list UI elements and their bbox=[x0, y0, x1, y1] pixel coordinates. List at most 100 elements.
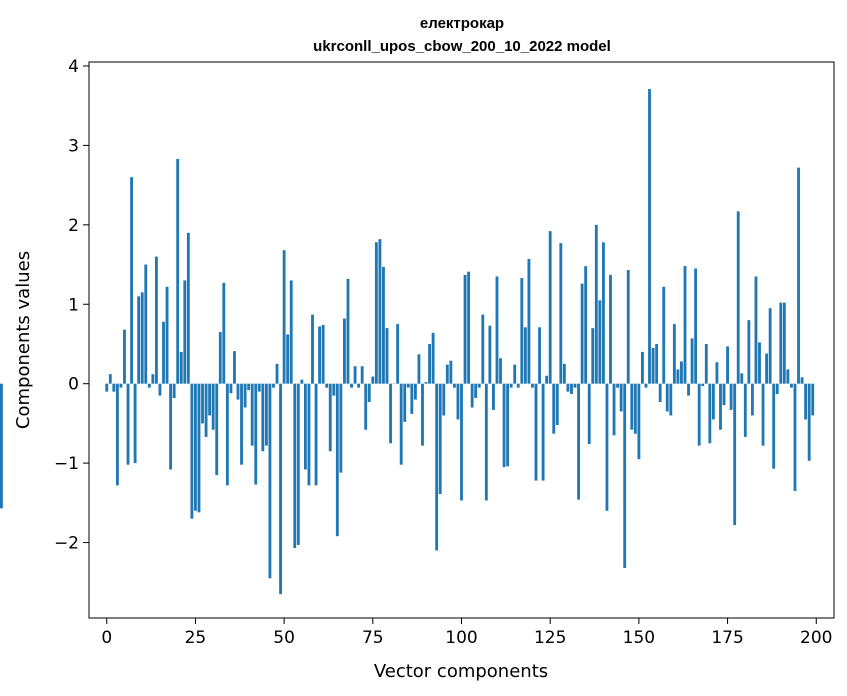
bar-123 bbox=[541, 383, 545, 481]
bar-188 bbox=[772, 383, 776, 469]
y-axis-ticks: −2 −1 0 1 2 3 4 bbox=[54, 57, 89, 554]
bar-158 bbox=[665, 383, 669, 412]
bar-149 bbox=[633, 383, 637, 434]
bar-67 bbox=[343, 318, 346, 384]
bar-170 bbox=[708, 383, 712, 444]
bar-3 bbox=[115, 383, 119, 486]
x-tick-label: 200 bbox=[800, 628, 832, 648]
bar-21 bbox=[179, 351, 183, 384]
bar-172 bbox=[715, 362, 719, 384]
bar-173 bbox=[719, 383, 722, 430]
bar-2 bbox=[112, 383, 116, 392]
x-axis-ticks: 0 25 50 75 100 125 150 175 200 bbox=[101, 618, 832, 648]
bar-146 bbox=[623, 383, 627, 568]
bar-105 bbox=[477, 383, 481, 388]
bar-186 bbox=[765, 353, 769, 384]
bar-127 bbox=[555, 383, 559, 425]
bar-4 bbox=[119, 383, 123, 388]
bar-27 bbox=[201, 383, 204, 424]
bar-14 bbox=[154, 256, 158, 384]
bar-89 bbox=[421, 383, 424, 446]
bar-20 bbox=[176, 158, 180, 384]
bar-7 bbox=[130, 177, 133, 384]
bar-183 bbox=[754, 276, 758, 384]
bar-10 bbox=[140, 292, 144, 384]
bar-145 bbox=[619, 383, 623, 412]
bar-181 bbox=[747, 320, 751, 384]
bar-11 bbox=[144, 264, 148, 384]
x-tick-label: 0 bbox=[101, 628, 112, 648]
bar-24 bbox=[190, 383, 194, 519]
y-tick-label: −1 bbox=[54, 454, 79, 474]
bar-78 bbox=[382, 266, 385, 384]
bar-142 bbox=[609, 274, 612, 384]
x-tick-label: 175 bbox=[711, 628, 743, 648]
bar-144 bbox=[616, 383, 620, 388]
bar-99 bbox=[456, 383, 460, 420]
bar-122 bbox=[538, 327, 541, 384]
bar-194 bbox=[793, 383, 797, 491]
bar-153 bbox=[648, 89, 651, 384]
bar-179 bbox=[740, 373, 744, 384]
bar-178 bbox=[736, 211, 740, 384]
bar-161 bbox=[676, 369, 680, 384]
plot-frame bbox=[88, 61, 835, 619]
bar-85 bbox=[406, 383, 410, 388]
bar-64 bbox=[332, 383, 336, 396]
bar-57 bbox=[307, 383, 311, 486]
bar-140 bbox=[601, 242, 605, 384]
bar-18 bbox=[169, 383, 173, 470]
x-tick-label: 125 bbox=[534, 628, 566, 648]
bar-59 bbox=[314, 383, 318, 486]
bar-5 bbox=[123, 329, 126, 384]
bar-159 bbox=[669, 383, 673, 416]
bar-177 bbox=[733, 383, 737, 526]
bar-135 bbox=[584, 266, 588, 384]
bar-166 bbox=[694, 268, 698, 384]
bar-129 bbox=[562, 363, 566, 384]
bar-61 bbox=[321, 324, 325, 384]
bar-164 bbox=[687, 383, 690, 396]
bar-46 bbox=[268, 383, 272, 579]
bar-120 bbox=[531, 383, 534, 388]
bar-76 bbox=[374, 242, 378, 384]
bar-97 bbox=[449, 360, 453, 384]
y-tick-label: 1 bbox=[68, 295, 79, 315]
bar-154 bbox=[651, 347, 655, 384]
bar-41 bbox=[250, 383, 254, 446]
bar-171 bbox=[711, 383, 715, 420]
bar-50 bbox=[282, 250, 286, 384]
bar-117 bbox=[520, 278, 524, 384]
bar-16 bbox=[162, 321, 165, 384]
bar-176 bbox=[729, 383, 733, 410]
bar-13 bbox=[151, 374, 155, 384]
bar-167 bbox=[697, 383, 701, 446]
bar-157 bbox=[662, 286, 666, 384]
bar-190 bbox=[779, 302, 783, 384]
y-tick-label: −2 bbox=[54, 534, 79, 554]
bar-114 bbox=[509, 383, 513, 388]
bar-136 bbox=[587, 383, 591, 445]
bar-182 bbox=[750, 383, 754, 416]
bar-169 bbox=[704, 343, 708, 384]
bar-184 bbox=[758, 342, 761, 384]
bar-121 bbox=[534, 383, 538, 481]
bar-8 bbox=[133, 383, 137, 464]
bar-30 bbox=[211, 383, 215, 430]
bar-58 bbox=[311, 314, 314, 384]
bar-51 bbox=[286, 334, 290, 384]
bar-70 bbox=[353, 366, 357, 384]
bar-86 bbox=[410, 383, 414, 414]
bar-143 bbox=[612, 383, 616, 436]
bar-106 bbox=[481, 314, 485, 384]
bar-1 bbox=[108, 374, 112, 384]
bar-133 bbox=[577, 383, 580, 500]
bar-88 bbox=[417, 354, 421, 384]
bar-192 bbox=[786, 369, 790, 384]
bar-115 bbox=[513, 364, 517, 384]
y-tick-label: 2 bbox=[68, 216, 79, 236]
bar-95 bbox=[442, 383, 446, 416]
bar-60 bbox=[318, 326, 322, 384]
bar-195 bbox=[797, 167, 800, 384]
